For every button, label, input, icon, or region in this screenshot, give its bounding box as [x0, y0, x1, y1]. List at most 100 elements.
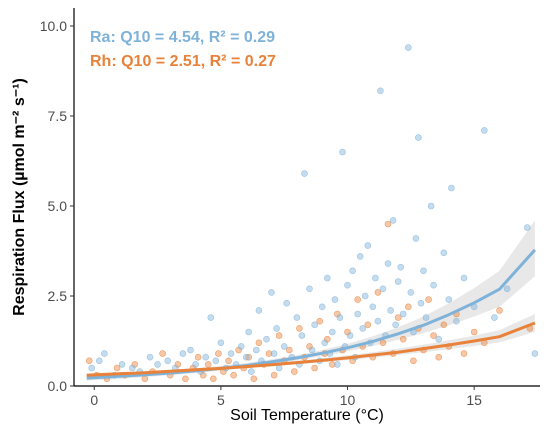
- ra-point: [242, 353, 250, 361]
- rh-fit-line: [86, 321, 536, 377]
- rh-point: [290, 368, 298, 375]
- ra-point: [445, 296, 453, 303]
- ra-point: [364, 242, 372, 249]
- ra-point: [248, 368, 255, 375]
- rh-point: [131, 361, 139, 368]
- rh-point: [399, 335, 407, 343]
- x-tick-label: 0: [90, 392, 98, 408]
- ra-point: [321, 339, 329, 347]
- ra-point: [187, 346, 194, 354]
- rh-point: [470, 328, 478, 336]
- rh-point: [194, 353, 202, 361]
- rh-point: [235, 346, 242, 354]
- ra-point: [306, 285, 313, 293]
- ra-point: [389, 217, 397, 224]
- rh-point: [379, 339, 387, 347]
- ra-point: [164, 357, 171, 365]
- ra-point: [356, 253, 364, 260]
- ra-point: [344, 281, 351, 289]
- rh-point: [460, 350, 468, 357]
- ra-point: [394, 278, 402, 285]
- ra-point: [412, 235, 420, 242]
- ra-point: [453, 317, 460, 325]
- rh-point: [306, 343, 313, 350]
- ra-point: [346, 332, 354, 339]
- ra-point: [336, 314, 344, 321]
- rh-point: [430, 332, 437, 339]
- ra-point: [384, 260, 392, 267]
- ra-point: [118, 361, 126, 368]
- rh-annotation: Rh: Q10 = 2.51, R² = 0.27: [90, 53, 276, 70]
- ra-point: [270, 350, 278, 357]
- rh-point: [334, 310, 341, 318]
- ra-annotation: Ra: Q10 = 4.54, R² = 0.29: [90, 29, 275, 46]
- ra-point: [369, 303, 377, 311]
- rh-point: [250, 375, 258, 383]
- ra-point: [301, 170, 308, 177]
- ra-point: [252, 346, 260, 354]
- ra-point: [298, 332, 306, 339]
- ra-point: [245, 328, 252, 336]
- ra-point: [207, 314, 215, 321]
- ra-point: [359, 325, 367, 332]
- ra-point: [88, 364, 95, 372]
- ra-point: [523, 224, 531, 231]
- rh-point: [328, 361, 336, 368]
- ra-point: [435, 335, 443, 343]
- ra-point: [308, 346, 316, 354]
- x-tick-label: 5: [217, 392, 225, 408]
- rh-point: [199, 371, 207, 379]
- ra-point: [349, 267, 356, 275]
- rh-point: [316, 317, 324, 325]
- ra-point: [268, 289, 275, 296]
- ra-point: [460, 274, 468, 282]
- rh-point: [245, 353, 252, 361]
- ra-point: [154, 361, 161, 368]
- ra-point: [430, 281, 437, 289]
- ra-point: [427, 202, 435, 210]
- ra-point: [179, 350, 187, 357]
- ra-point: [217, 339, 225, 347]
- rh-point: [384, 220, 392, 228]
- ra-point: [480, 127, 488, 134]
- ra-point: [323, 274, 331, 282]
- ra-point: [440, 249, 448, 257]
- ra-point: [101, 350, 108, 357]
- ra-point: [531, 350, 539, 357]
- ra-point: [255, 307, 263, 314]
- rh-point: [394, 314, 402, 321]
- y-axis-title: Respiration Flux (µmol m⁻² s⁻¹): [11, 78, 28, 316]
- ra-point: [146, 353, 154, 361]
- rh-point: [374, 289, 382, 296]
- ra-point: [399, 310, 407, 318]
- axes: [73, 8, 540, 387]
- ra-point: [311, 321, 318, 329]
- ra-point: [331, 296, 339, 303]
- ra-point: [237, 343, 245, 350]
- ra-point: [491, 314, 498, 321]
- ra-point: [420, 267, 427, 275]
- rh-point: [311, 364, 318, 372]
- ra-point: [374, 317, 382, 325]
- ra-point: [339, 148, 346, 156]
- ra-point: [397, 263, 405, 271]
- rh-point: [255, 339, 263, 347]
- rh-point: [410, 357, 417, 365]
- rh-point: [113, 364, 121, 372]
- rh-point: [174, 361, 182, 368]
- ra-point: [407, 289, 415, 296]
- ra-point: [293, 314, 301, 321]
- ra-point: [415, 134, 422, 141]
- x-axis-ticks: 0 5 10 15: [90, 386, 482, 408]
- rh-point: [425, 296, 432, 303]
- ra-point: [192, 361, 199, 368]
- ra-point: [448, 184, 455, 192]
- ra-point: [280, 343, 288, 350]
- ra-point: [328, 328, 336, 336]
- ra-point: [392, 321, 399, 329]
- y-tick-label: 2.5: [48, 288, 68, 304]
- ra-point: [404, 44, 412, 51]
- ra-point: [503, 285, 511, 293]
- rh-point: [215, 350, 222, 357]
